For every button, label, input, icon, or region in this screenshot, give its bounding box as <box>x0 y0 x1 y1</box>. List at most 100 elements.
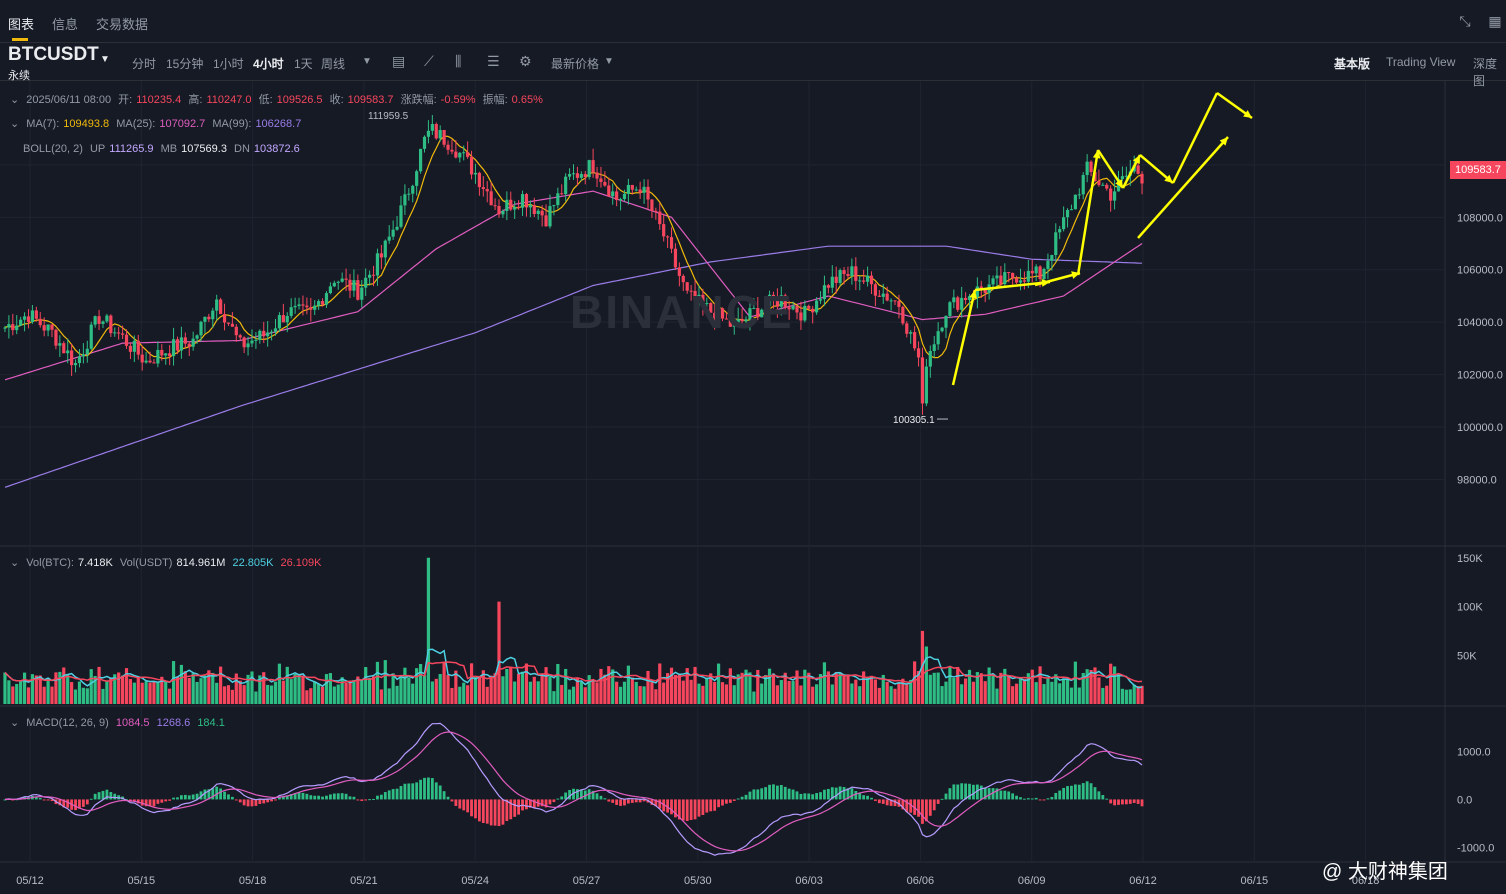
candle-body <box>791 305 795 310</box>
volume-bar <box>1085 669 1089 704</box>
candle-body <box>591 160 595 173</box>
symbol-name[interactable]: BTCUSDT <box>8 44 99 65</box>
macd-bar <box>862 795 866 800</box>
macd-bar <box>301 792 305 800</box>
candle-body <box>309 307 313 310</box>
view-depth[interactable]: 深度图 <box>1473 57 1498 88</box>
macd-bar <box>344 793 348 800</box>
tab-info[interactable]: 信息 <box>52 17 79 32</box>
macd-bar <box>591 790 595 800</box>
candle-body <box>956 297 960 310</box>
volume-bar <box>411 683 415 704</box>
top-tab-bar: 图表 信息 交易数据 ⤡ ▦ <box>0 0 1506 43</box>
volume-bar <box>1042 684 1046 704</box>
tab-trading-data[interactable]: 交易数据 <box>96 17 149 32</box>
candle-body <box>705 303 709 305</box>
volume-bar <box>418 664 423 704</box>
macd-bar <box>823 789 826 800</box>
macd-bar <box>811 794 815 800</box>
volume-bar <box>438 673 442 704</box>
timeframe-1h[interactable]: 1小时 <box>213 57 244 71</box>
volume-bar <box>1124 689 1128 704</box>
candle-body <box>415 171 419 186</box>
candle-body <box>650 199 654 211</box>
volume-bar <box>928 674 932 704</box>
candle-body <box>183 337 187 344</box>
volume-tick-label: 100K <box>1457 602 1483 614</box>
volume-bar <box>30 674 35 704</box>
indicator-icon[interactable]: ⟋ <box>424 53 434 69</box>
volume-bar <box>1073 661 1077 704</box>
volume-bar <box>1089 669 1093 704</box>
price-type-select[interactable]: 最新价格 <box>551 57 600 71</box>
volume-bar <box>720 682 725 704</box>
volume-bar <box>77 681 82 704</box>
macd-bar <box>842 787 846 800</box>
candle-body <box>179 337 184 351</box>
layout-grid-icon[interactable]: ▦ <box>1488 13 1502 29</box>
ohlc-high: 110247.0 <box>206 94 252 106</box>
candle-body <box>873 284 878 296</box>
volume-bar <box>822 662 827 704</box>
timeframe-4h[interactable]: 4小时 <box>253 57 284 71</box>
candle-body <box>505 199 509 212</box>
macd-bar <box>850 788 854 800</box>
candle-body <box>258 330 262 340</box>
more-timeframes-icon[interactable]: ▼ <box>362 56 372 67</box>
candle-body <box>571 173 576 175</box>
collapse-icon[interactable]: ⤡ <box>1459 13 1471 29</box>
timeframe-1w[interactable]: 周线 <box>321 57 346 71</box>
macd-bar <box>709 799 713 812</box>
volume-bar <box>58 671 62 704</box>
chart-toolbar: BTCUSDT ▼ 永续 分时 15分钟 1小时 4小时 1天 周线 ▼ ▤ ⟋… <box>0 42 1506 88</box>
calendar-icon[interactable]: ▤ <box>392 53 406 69</box>
macd-bar <box>203 789 207 800</box>
volume-bar <box>740 672 744 704</box>
volume-bar <box>1069 687 1074 704</box>
macd-bar <box>1026 798 1030 800</box>
candle-type-icon[interactable]: ⫼ <box>455 53 462 69</box>
timeframe-15m[interactable]: 15分钟 <box>166 57 204 71</box>
candle-body <box>238 335 242 338</box>
volume-bar <box>858 686 862 704</box>
macd-bar <box>493 799 497 826</box>
volume-bar <box>226 685 231 704</box>
candle-body <box>46 324 50 331</box>
timeframe-1d[interactable]: 1天 <box>294 57 313 71</box>
candle-body <box>583 174 587 178</box>
timeframe-1[interactable]: 分时 <box>132 57 157 71</box>
macd-bar <box>364 799 368 801</box>
view-basic[interactable]: 基本版 <box>1334 57 1371 71</box>
macd-bar <box>172 797 175 800</box>
volume-bar <box>505 668 509 704</box>
chart-area[interactable]: 98000.0 100000.0 102000.0 104000.0 106000.0 1… <box>0 81 1506 894</box>
volume-bar <box>11 686 15 704</box>
candle-body <box>403 194 407 206</box>
macd-bar <box>626 799 630 804</box>
tab-chart[interactable]: 图表 <box>8 17 35 32</box>
volume-bar <box>834 671 838 704</box>
macd-bar <box>1050 796 1054 800</box>
volume-bar <box>183 671 187 704</box>
macd-bar <box>411 783 415 800</box>
volume-bar <box>54 672 58 704</box>
date-tick-label: 05/30 <box>684 875 712 887</box>
settings-gear-icon[interactable]: ⚙ <box>519 53 532 69</box>
drawing-tools-icon[interactable]: ☰ <box>487 53 500 69</box>
candle-body <box>360 287 364 300</box>
volume-bar <box>654 689 658 704</box>
macd-bar <box>1042 799 1046 801</box>
volume-bar <box>375 661 380 704</box>
view-trading-view[interactable]: Trading View <box>1386 55 1456 69</box>
volume-bar <box>893 688 897 704</box>
volume-bar <box>191 673 195 704</box>
price-type-chevron-down-icon[interactable]: ▼ <box>604 56 614 67</box>
volume-bar <box>983 681 987 704</box>
symbol-dropdown-icon[interactable]: ▼ <box>100 54 110 65</box>
macd-bar <box>634 799 638 803</box>
volume-bar <box>360 679 364 704</box>
price-tick-label: 108000.0 <box>1457 212 1503 224</box>
macd-bar <box>450 799 454 802</box>
macd-bar <box>254 799 258 806</box>
macd-bar <box>1073 784 1077 800</box>
